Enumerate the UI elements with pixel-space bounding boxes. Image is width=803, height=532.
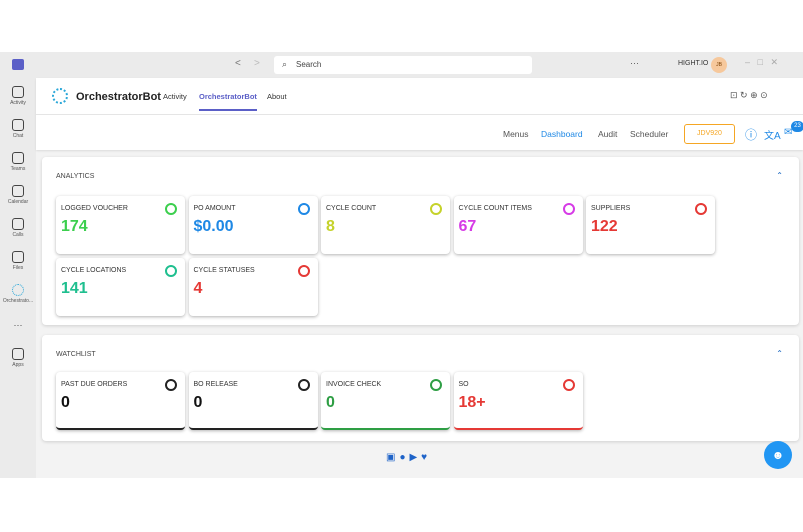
- tile-icon: [297, 379, 310, 391]
- tile-label: CYCLE STATUSES: [193, 267, 255, 274]
- tile-value: 4: [193, 280, 203, 297]
- badge: 23: [791, 121, 803, 132]
- tile-value: 8: [326, 218, 335, 235]
- rail-item[interactable]: Apps: [0, 348, 36, 368]
- watchlist-card: WATCHLIST ⌃ PAST DUE ORDERS 0 BO RELEASE 0 IN…: [42, 335, 799, 441]
- tile-value: 141: [61, 280, 88, 297]
- mail-icon[interactable]: ✉: [784, 127, 793, 138]
- tile-icon: [430, 203, 442, 215]
- tile[interactable]: SO 18+: [453, 372, 583, 430]
- tile-value: 0: [326, 394, 335, 411]
- tile-label: SUPPLIERS: [591, 205, 631, 212]
- tile[interactable]: CYCLE COUNT 8: [321, 196, 450, 254]
- env-button[interactable]: JDV920: [684, 124, 735, 144]
- section-title: WATCHLIST: [56, 351, 96, 358]
- tile-value: 174: [61, 218, 88, 235]
- tile[interactable]: PO AMOUNT $0.00: [188, 196, 318, 254]
- tile-value: 122: [591, 218, 618, 235]
- rail-item[interactable]: Teams: [0, 152, 36, 172]
- nav-item[interactable]: Scheduler: [630, 129, 669, 139]
- back[interactable]: <: [235, 58, 241, 69]
- tile[interactable]: PAST DUE ORDERS 0: [56, 372, 185, 430]
- nav-item[interactable]: Dashboard: [541, 129, 583, 139]
- tile-icon: [430, 379, 442, 391]
- tab[interactable]: OrchestratorBot: [199, 92, 257, 111]
- tile[interactable]: BO RELEASE 0: [188, 372, 318, 430]
- nav-item[interactable]: Audit: [598, 129, 618, 139]
- tile-icon: [165, 379, 177, 391]
- tile-value: $0.00: [193, 218, 234, 235]
- tile[interactable]: SUPPLIERS 122: [586, 196, 715, 254]
- tile[interactable]: INVOICE CHECK 0: [321, 372, 450, 430]
- tile-value: 67: [458, 218, 477, 235]
- tile-icon: [695, 203, 707, 215]
- tab[interactable]: Activity: [163, 92, 187, 101]
- app-area: OrchestratorBot Activity OrchestratorBot A…: [36, 78, 803, 478]
- tile-value: 0: [193, 394, 203, 411]
- app-logo: [52, 88, 68, 104]
- social-links[interactable]: ▣●▶♥: [386, 452, 432, 463]
- tile-icon: [562, 203, 575, 215]
- rail-item[interactable]: Activity: [0, 86, 36, 106]
- teams-logo: [12, 59, 24, 70]
- search-placeholder: Search: [296, 60, 322, 69]
- more[interactable]: ···: [630, 58, 639, 68]
- window-controls[interactable]: – □ ✕: [745, 57, 778, 67]
- forward[interactable]: >: [254, 58, 260, 69]
- nav-item[interactable]: Menus: [503, 129, 529, 139]
- tile-icon: [165, 203, 177, 215]
- tile-label: PO AMOUNT: [193, 205, 236, 212]
- rail-item[interactable]: Files: [0, 251, 36, 271]
- app-header: OrchestratorBot Activity OrchestratorBot A…: [36, 78, 803, 150]
- tile-icon: [297, 265, 310, 277]
- tile-label: CYCLE COUNT: [326, 205, 377, 212]
- tile[interactable]: LOGGED VOUCHER 174: [56, 196, 185, 254]
- tile-label: BO RELEASE: [193, 381, 238, 388]
- tile-label: SO: [458, 381, 469, 388]
- tile-label: LOGGED VOUCHER: [61, 205, 128, 212]
- chat-fab[interactable]: ☻: [764, 441, 792, 469]
- left-rail: Activity Chat Teams Calendar Calls Files Orche…: [0, 78, 36, 478]
- search-box[interactable]: ⌕ Search: [274, 56, 532, 74]
- analytics-card: ANALYTICS ⌃ LOGGED VOUCHER 174 PO AMOUNT $0.…: [42, 157, 799, 325]
- tile-icon: [562, 379, 575, 391]
- tile-label: CYCLE LOCATIONS: [61, 267, 127, 274]
- account-name: HIGHT.IO: [678, 60, 709, 67]
- rail-item[interactable]: Orchestrato...: [0, 284, 36, 304]
- rail-item[interactable]: Calls: [0, 218, 36, 238]
- title-bar: < > ⌕ Search ··· HIGHT.IO JB – □ ✕: [0, 52, 803, 78]
- header-icons[interactable]: ⊡ ↻ ⊕ ⊙: [730, 90, 768, 100]
- translate-icon[interactable]: 文A: [764, 131, 781, 142]
- tile-icon: [297, 203, 310, 215]
- rail-item[interactable]: Chat: [0, 119, 36, 139]
- tile-label: INVOICE CHECK: [326, 381, 382, 388]
- tile[interactable]: CYCLE LOCATIONS 141: [56, 258, 185, 316]
- tile-icon: [165, 265, 177, 277]
- rail-more[interactable]: ···: [13, 320, 23, 330]
- tile[interactable]: CYCLE COUNT ITEMS 67: [453, 196, 583, 254]
- section-title: ANALYTICS: [56, 173, 95, 180]
- tile[interactable]: CYCLE STATUSES 4: [188, 258, 318, 316]
- tab[interactable]: About: [267, 92, 287, 101]
- tile-label: PAST DUE ORDERS: [61, 381, 128, 388]
- tile-value: 18+: [458, 394, 486, 411]
- rail-item[interactable]: Calendar: [0, 185, 36, 205]
- tile-label: CYCLE COUNT ITEMS: [458, 205, 532, 212]
- info-icon[interactable]: ⓘ: [745, 128, 758, 142]
- tile-value: 0: [61, 394, 70, 411]
- app-name: OrchestratorBot: [76, 91, 161, 103]
- avatar[interactable]: JB: [711, 57, 727, 73]
